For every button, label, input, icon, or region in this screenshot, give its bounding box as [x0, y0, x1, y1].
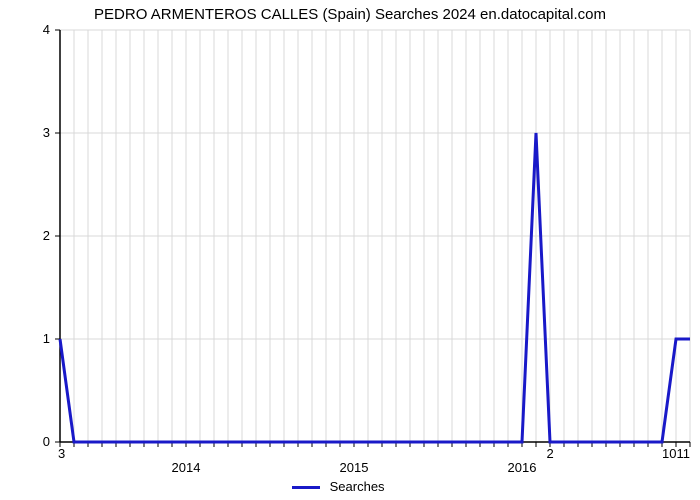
- legend: Searches: [292, 479, 385, 494]
- y-tick-label: 2: [0, 228, 50, 243]
- line-chart: [0, 0, 700, 500]
- y-tick-label: 3: [0, 125, 50, 140]
- x-secondary-label: 2: [547, 446, 554, 461]
- y-tick-label: 1: [0, 331, 50, 346]
- x-secondary-label: 1011: [662, 446, 690, 461]
- x-year-label: 2015: [329, 460, 379, 475]
- legend-label: Searches: [330, 479, 385, 494]
- y-tick-label: 4: [0, 22, 50, 37]
- y-tick-label: 0: [0, 434, 50, 449]
- x-secondary-label: 3: [58, 446, 65, 461]
- legend-swatch: [292, 486, 320, 489]
- x-year-label: 2014: [161, 460, 211, 475]
- chart-container: PEDRO ARMENTEROS CALLES (Spain) Searches…: [0, 0, 700, 500]
- x-year-label: 2016: [497, 460, 547, 475]
